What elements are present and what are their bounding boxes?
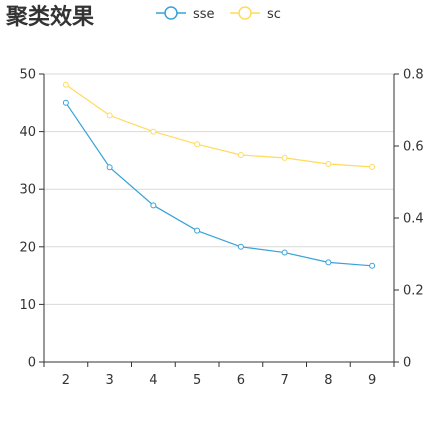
data-point-sc: [369, 163, 376, 170]
legend-label-sse: sse: [193, 7, 215, 22]
left-tick-label: 50: [19, 68, 36, 83]
legend-item-sse[interactable]: sse: [156, 6, 215, 22]
data-point-sse: [325, 259, 332, 266]
x-axis-ticks: 2 3 4 5 6 7 8 9: [43, 362, 395, 388]
left-tick-label: 10: [19, 298, 36, 313]
left-tick-label: 0: [28, 356, 36, 371]
series-line-sse: [65, 102, 373, 267]
x-tick-label: 6: [237, 373, 245, 388]
x-tick-label: 2: [62, 373, 70, 388]
right-axis-ticks: 0 0.2 0.4 0.6 0.8: [394, 68, 424, 371]
x-tick-label: 7: [280, 373, 288, 388]
data-point-sc: [106, 112, 113, 119]
axes: [43, 74, 395, 363]
legend-marker-sse: [164, 6, 178, 20]
data-point-sse: [369, 262, 376, 269]
right-tick-label: 0.8: [403, 68, 424, 83]
data-point-sse: [194, 227, 201, 234]
right-tick-label: 0.6: [403, 140, 424, 155]
left-axis-ticks: 0 10 20 30 40 50: [19, 68, 44, 371]
legend: sse sc: [156, 6, 281, 22]
series-sse: [62, 99, 376, 269]
legend-label-sc: sc: [267, 7, 281, 22]
right-tick-label: 0.2: [403, 284, 424, 299]
series-line-sc: [65, 84, 373, 168]
left-tick-label: 40: [19, 125, 36, 140]
chart-title: 聚类效果: [5, 4, 94, 30]
x-tick-label: 9: [368, 373, 376, 388]
data-point-sse: [237, 243, 244, 250]
data-point-sc: [237, 152, 244, 158]
gridlines: [44, 73, 394, 305]
left-tick-label: 20: [19, 240, 36, 255]
data-point-sc: [150, 128, 157, 135]
x-tick-label: 8: [324, 373, 332, 388]
right-tick-label: 0: [403, 356, 411, 371]
data-point-sse: [281, 249, 288, 256]
left-tick-label: 30: [19, 183, 36, 198]
data-point-sse: [150, 202, 157, 209]
legend-item-sc[interactable]: sc: [230, 6, 281, 22]
legend-marker-sc: [238, 6, 252, 20]
data-point-sc: [194, 141, 201, 148]
data-point-sc: [62, 81, 69, 88]
x-tick-label: 3: [105, 373, 113, 388]
data-point-sc: [325, 161, 332, 167]
series-layer: [62, 81, 376, 269]
right-tick-label: 0.4: [403, 212, 424, 227]
data-point-sse: [106, 164, 113, 171]
x-tick-label: 5: [193, 373, 201, 388]
series-sc: [62, 81, 376, 170]
data-point-sc: [281, 154, 288, 161]
x-tick-label: 4: [149, 373, 157, 388]
data-point-sse: [62, 99, 69, 106]
